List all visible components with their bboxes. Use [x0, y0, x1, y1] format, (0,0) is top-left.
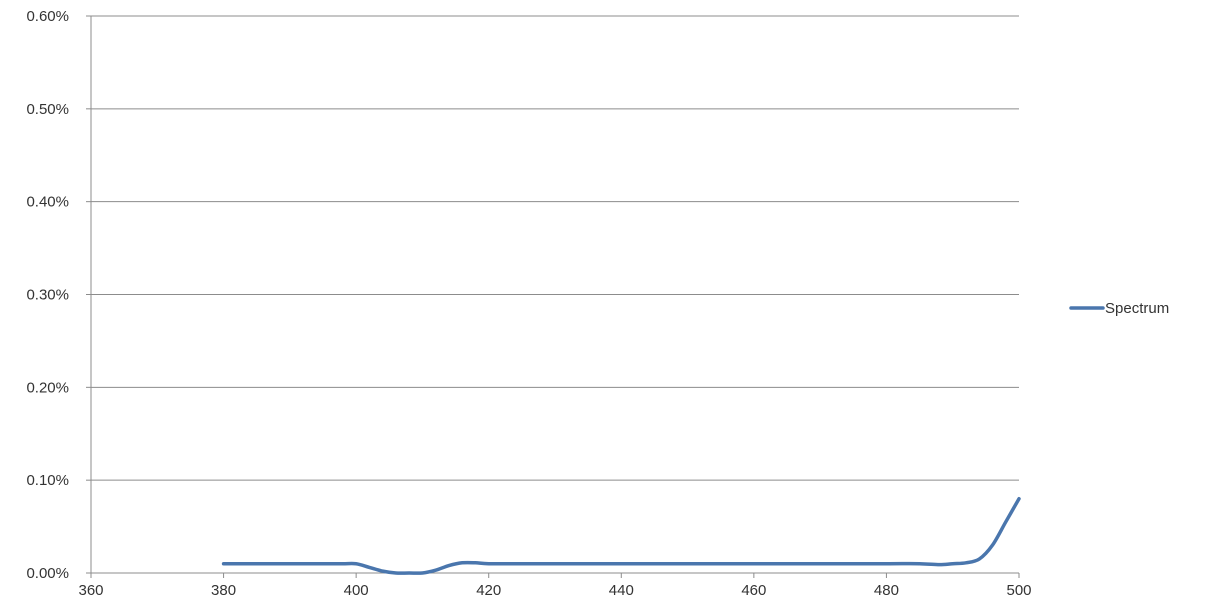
x-tick-label: 500	[1006, 582, 1031, 599]
legend-label: Spectrum	[1105, 300, 1169, 317]
legend: Spectrum	[1069, 300, 1169, 317]
x-tick-label: 440	[609, 582, 634, 599]
series-line-spectrum	[221, 496, 1021, 575]
x-tick-label: 460	[741, 582, 766, 599]
series-group	[221, 496, 1021, 575]
x-tick-label: 420	[476, 582, 501, 599]
y-tick-label: 0.10%	[26, 472, 69, 489]
y-tick-label: 0.00%	[26, 565, 69, 582]
y-tick-label: 0.20%	[26, 379, 69, 396]
x-tick-label: 400	[344, 582, 369, 599]
y-tick-labels: 0.00% 0.10% 0.20% 0.30% 0.40% 0.50% 0.60%	[26, 8, 69, 582]
grid-lines	[91, 15, 1019, 481]
x-tick-label: 360	[78, 582, 103, 599]
y-tick-label: 0.30%	[26, 287, 69, 304]
y-tick-label: 0.60%	[26, 8, 69, 25]
x-tick-labels: 360 380 400 420 440 460 480 500	[78, 582, 1031, 599]
x-tick-label: 380	[211, 582, 236, 599]
axes	[86, 15, 1020, 578]
x-tick-label: 480	[874, 582, 899, 599]
y-tick-label: 0.40%	[26, 194, 69, 211]
y-tick-label: 0.50%	[26, 101, 69, 118]
